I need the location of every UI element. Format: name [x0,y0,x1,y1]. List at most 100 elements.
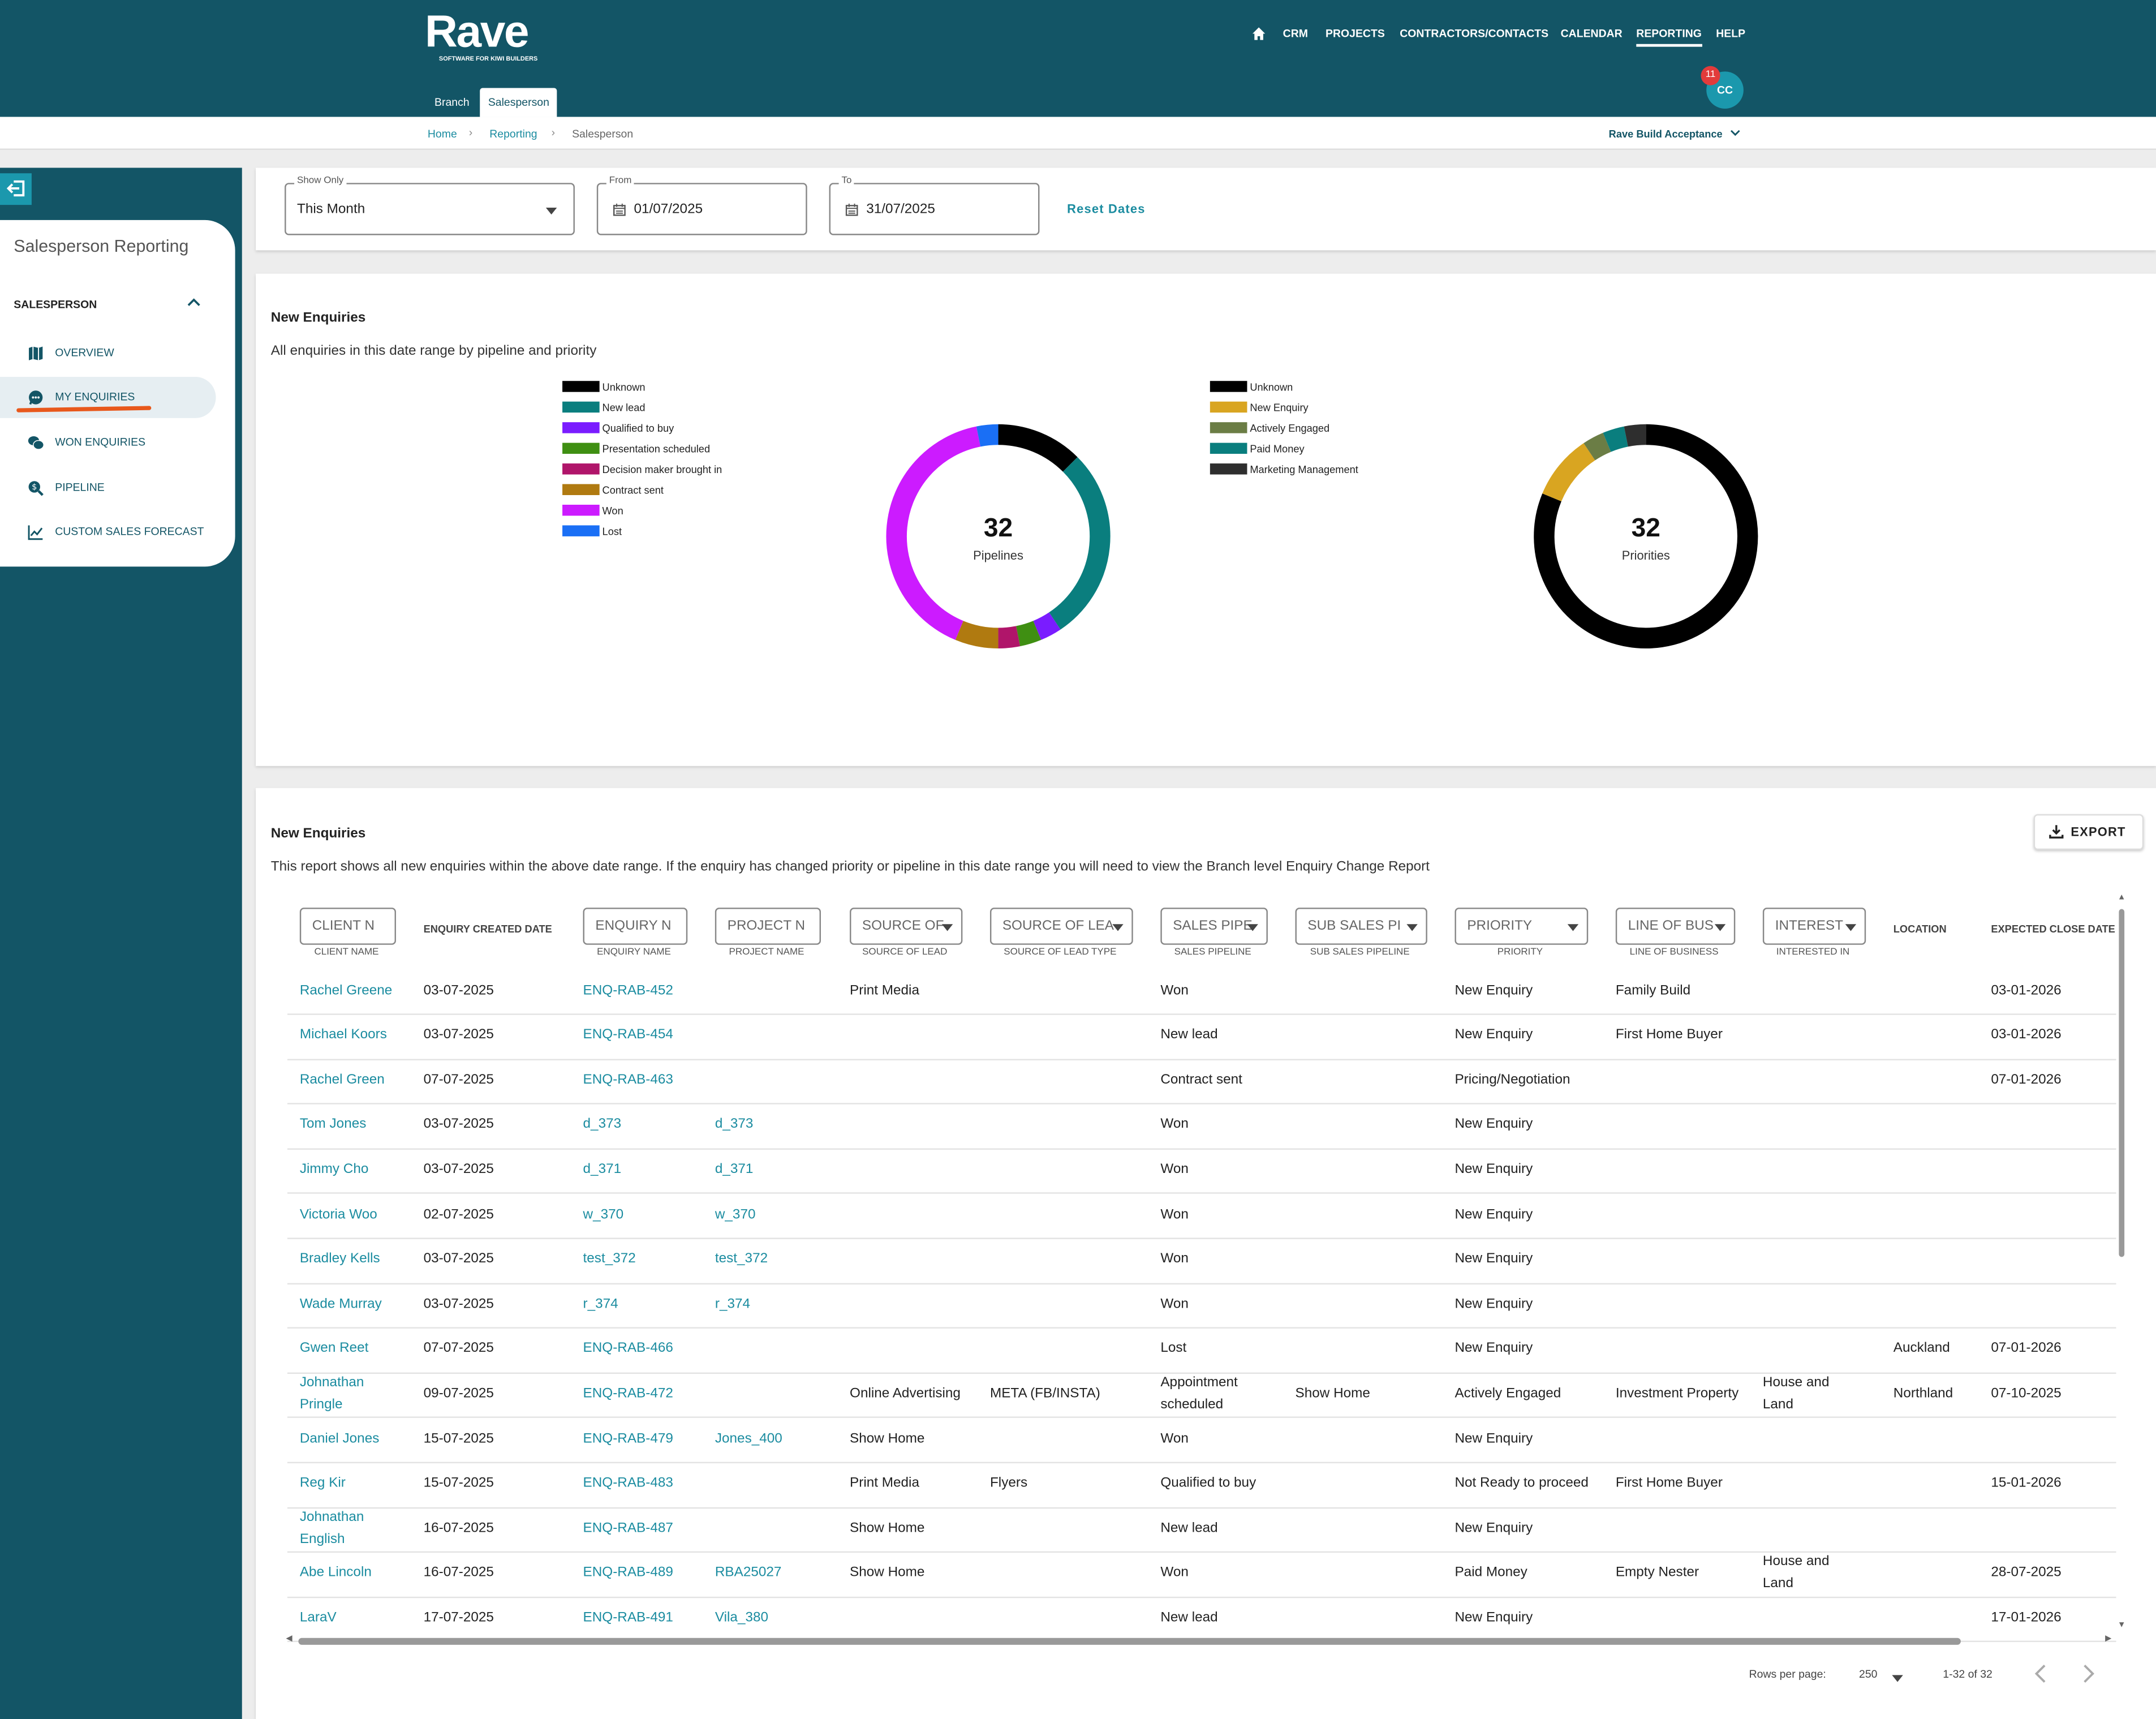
cell-client[interactable]: Tom Jones [299,1117,367,1133]
user-avatar[interactable]: CC [1706,71,1744,109]
cell-client[interactable]: Wade Murray [299,1296,382,1312]
cell-client[interactable]: Daniel Jones [299,1430,380,1446]
sidebar-item-won-enquiries[interactable]: WON ENQUIRIES [0,422,216,463]
reset-dates-button[interactable]: Reset Dates [1067,202,1146,216]
cell-enquiry[interactable]: ENQ-RAB-452 [583,982,673,998]
cell-project[interactable]: r_374 [715,1296,751,1312]
pipeline-slice-unknown[interactable] [998,424,1078,472]
breadcrumb-home[interactable]: Home [427,128,457,140]
table-row[interactable]: Gwen Reet 07-07-2025 ENQ-RAB-466 Lost New En… [287,1327,2116,1374]
table-row[interactable]: Victoria Woo 02-07-2025 w_370 w_370 Won New E… [287,1192,2116,1239]
cell-enquiry[interactable]: d_371 [583,1162,622,1177]
priority-slice-paid-money[interactable] [1603,426,1629,452]
cell-enquiry[interactable]: ENQ-RAB-483 [583,1476,673,1491]
filter-line-input[interactable]: LINE OF BUS [1615,908,1736,945]
breadcrumb-reporting[interactable]: Reporting [489,128,537,140]
notification-badge[interactable]: 11 [1701,66,1720,85]
cell-client[interactable]: Jimmy Cho [299,1162,369,1177]
cell-enquiry[interactable]: r_374 [583,1296,618,1312]
priority-slice-actively-engaged[interactable] [1583,432,1611,461]
scroll-right-arrow-icon[interactable]: ▶ [2105,1635,2112,1644]
scroll-left-arrow-icon[interactable]: ◀ [286,1635,292,1644]
filter-source-type-input[interactable]: SOURCE OF LEA [989,908,1133,945]
table-row[interactable]: Daniel Jones 15-07-2025 ENQ-RAB-479 Jones_4… [287,1416,2116,1464]
cell-project[interactable]: d_371 [715,1162,754,1177]
cell-enquiry[interactable]: ENQ-RAB-472 [583,1386,673,1402]
sidebar-item-pipeline[interactable]: $ PIPELINE [0,467,216,509]
cell-client[interactable]: Michael Koors [299,1027,387,1043]
nav-projects[interactable]: PROJECTS [1326,27,1385,40]
rave-logo[interactable]: Rave SOFTWARE FOR KIWI BUILDERS [425,8,537,62]
pipeline-slice-contract-sent[interactable] [955,621,999,648]
cell-enquiry[interactable]: w_370 [583,1206,624,1222]
cell-client[interactable]: LaraV [299,1610,337,1626]
filter-sub-pipeline-input[interactable]: SUB SALES PI [1295,908,1427,945]
cell-client[interactable]: Abe Lincoln [299,1565,372,1581]
rows-per-page-select[interactable]: 250 [1859,1668,1878,1681]
cell-enquiry[interactable]: ENQ-RAB-491 [583,1610,673,1626]
cell-enquiry[interactable]: d_373 [583,1117,622,1133]
table-row[interactable]: Johnathan Pringle 09-07-2025 ENQ-RAB-472 On… [287,1372,2116,1419]
pipeline-slice-decision-maker-brought-in[interactable] [998,626,1021,648]
nav-help[interactable]: HELP [1716,27,1746,40]
home-icon[interactable] [1251,26,1267,41]
table-row[interactable]: LaraV 17-07-2025 ENQ-RAB-491 Vila_380 New le… [287,1596,2116,1643]
filter-priority-input[interactable]: PRIORITY [1454,908,1589,945]
show-only-select[interactable]: Show Only This Month [285,176,575,235]
table-row[interactable]: Abe Lincoln 16-07-2025 ENQ-RAB-489 RBA25027… [287,1551,2116,1598]
filter-client-input[interactable]: CLIENT N [299,908,396,945]
vertical-scrollbar[interactable]: ▲ ▼ [2117,894,2126,1640]
nav-calendar[interactable]: CALENDAR [1560,27,1623,40]
priority-slice-unknown[interactable] [1534,424,1758,648]
horizontal-scrollbar-thumb[interactable] [298,1638,1961,1645]
chevron-up-icon[interactable] [186,294,202,311]
sidebar-item-custom-sales-forecast[interactable]: CUSTOM SALES FORECAST [0,512,216,553]
cell-client[interactable]: Johnathan English [299,1509,364,1547]
account-selector[interactable]: Rave Build Acceptance [1609,128,1741,140]
table-row[interactable]: Jimmy Cho 03-07-2025 d_371 d_371 Won New Enqu… [287,1148,2116,1194]
scroll-up-arrow-icon[interactable]: ▲ [2117,893,2126,903]
filter-enquiry-input[interactable]: ENQUIRY N [583,908,688,945]
tab-salesperson[interactable]: Salesperson [480,88,558,117]
cell-client[interactable]: Rachel Green [299,1072,385,1088]
next-page-icon[interactable] [2080,1662,2097,1684]
nav-reporting[interactable]: REPORTING [1636,28,1702,47]
table-row[interactable]: Rachel Green 07-07-2025 ENQ-RAB-463 Contrac… [287,1058,2116,1105]
pipeline-slice-lost[interactable] [976,424,999,447]
cell-enquiry[interactable]: ENQ-RAB-463 [583,1072,673,1088]
table-row[interactable]: Wade Murray 03-07-2025 r_374 r_374 Won New En… [287,1282,2116,1329]
cell-client[interactable]: Bradley Kells [299,1251,380,1267]
cell-project[interactable]: w_370 [715,1206,756,1222]
table-row[interactable]: Rachel Greene 03-07-2025 ENQ-RAB-452 Print … [287,968,2116,1015]
priority-slice-new-enquiry[interactable] [1542,443,1595,502]
rows-per-page-dropdown-icon[interactable] [1892,1675,1903,1682]
nav-crm[interactable]: CRM [1283,27,1308,40]
to-date-field[interactable]: To 31/07/2025 [829,176,1040,235]
cell-project[interactable]: test_372 [715,1251,768,1267]
table-row[interactable]: Michael Koors 03-07-2025 ENQ-RAB-454 New le… [287,1013,2116,1060]
cell-client[interactable]: Reg Kir [299,1476,346,1491]
from-date-field[interactable]: From 01/07/2025 [596,176,807,235]
cell-client[interactable]: Victoria Woo [299,1206,377,1222]
pipeline-slice-won[interactable] [886,426,981,640]
cell-project[interactable]: RBA25027 [715,1565,782,1581]
cell-enquiry[interactable]: ENQ-RAB-454 [583,1027,673,1043]
nav-contractors-contacts[interactable]: CONTRACTORS/CONTACTS [1400,27,1549,40]
cell-enquiry[interactable]: ENQ-RAB-466 [583,1341,673,1357]
export-button[interactable]: EXPORT [2033,814,2144,850]
cell-enquiry[interactable]: ENQ-RAB-489 [583,1565,673,1581]
cell-enquiry[interactable]: test_372 [583,1251,636,1267]
pipeline-slice-new-lead[interactable] [1049,457,1111,630]
vertical-scrollbar-thumb[interactable] [2119,909,2125,1257]
cell-enquiry[interactable]: ENQ-RAB-487 [583,1520,673,1536]
scroll-down-arrow-icon[interactable]: ▼ [2117,1621,2126,1630]
column-header-created[interactable]: ENQUIRY CREATED DATE [423,922,552,935]
cell-project[interactable]: d_373 [715,1117,754,1133]
exit-icon[interactable] [0,173,32,205]
pipeline-slice-qualified-to-buy[interactable] [1033,612,1061,640]
previous-page-icon[interactable] [2032,1662,2049,1684]
cell-client[interactable]: Rachel Greene [299,982,393,998]
filter-project-input[interactable]: PROJECT N [715,908,821,945]
table-row[interactable]: Tom Jones 03-07-2025 d_373 d_373 Won New Enqu… [287,1103,2116,1150]
table-row[interactable]: Bradley Kells 03-07-2025 test_372 test_372 W… [287,1237,2116,1284]
